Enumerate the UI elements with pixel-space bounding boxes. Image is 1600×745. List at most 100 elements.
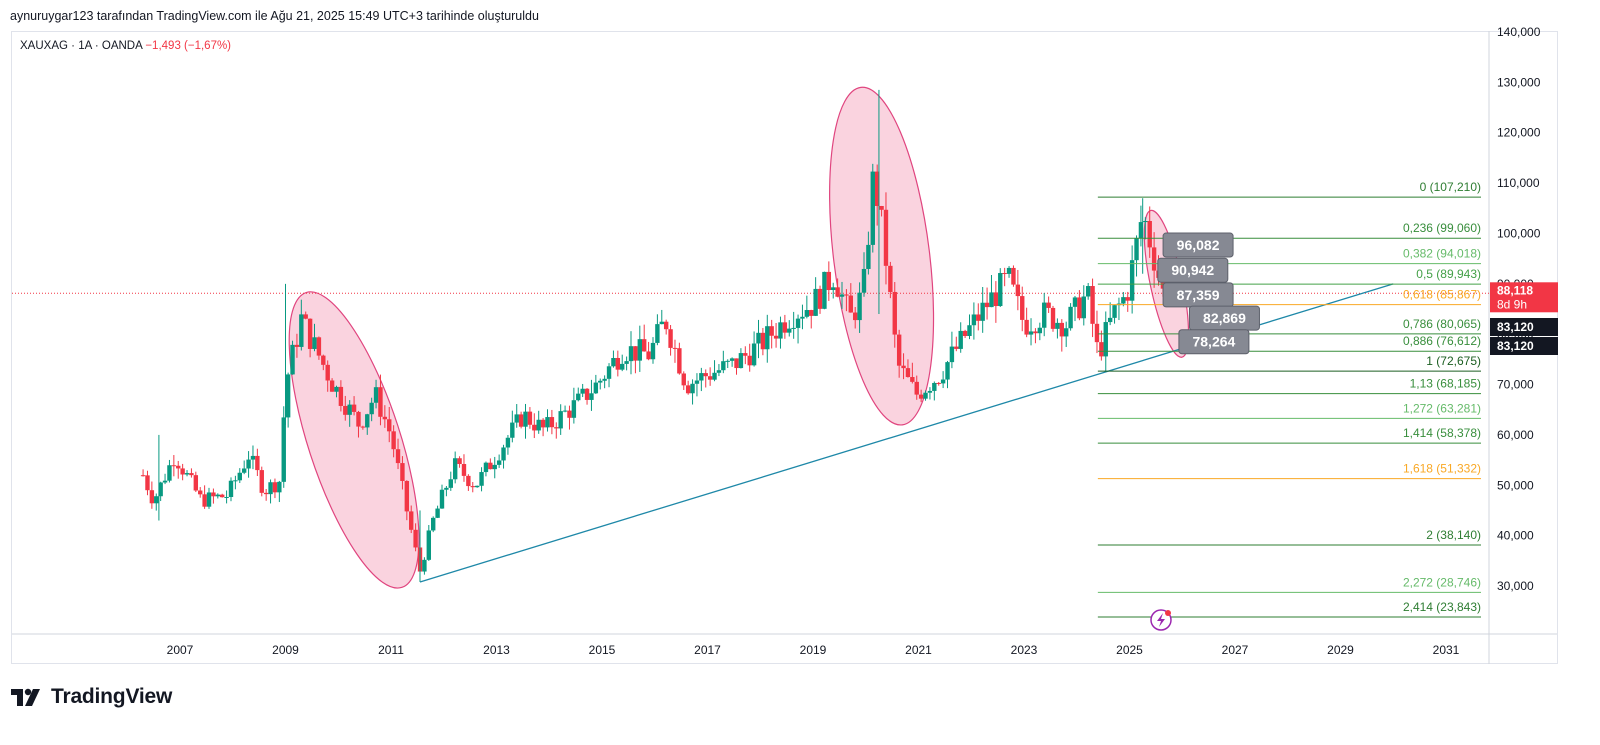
candle-body xyxy=(558,411,563,429)
candle-body xyxy=(1103,322,1108,357)
candle-body xyxy=(729,358,735,361)
candle-body xyxy=(576,393,581,401)
candle-body xyxy=(650,342,656,360)
candle-body xyxy=(466,475,471,487)
candle-body xyxy=(154,496,159,504)
candle-body xyxy=(140,475,146,477)
candle-body xyxy=(844,294,849,296)
candle-body xyxy=(628,346,634,362)
last-price-badge xyxy=(1490,282,1558,313)
candle-body xyxy=(804,310,810,317)
candle-body xyxy=(505,437,511,448)
candle-body xyxy=(620,363,625,370)
y-tick-label: 130,000 xyxy=(1497,75,1541,89)
candle-body xyxy=(765,326,770,350)
candle-body xyxy=(435,508,440,518)
candle-body xyxy=(998,273,1003,307)
candle-body xyxy=(180,468,185,475)
tradingview-logo-text: TradingView xyxy=(51,685,173,708)
price-axis-badge-label: 83,120 xyxy=(1497,320,1534,334)
candle-body xyxy=(958,330,963,349)
symbol-legend[interactable]: XAUXAG · 1A · OANDA −1,493 (−1,67%) xyxy=(20,40,231,52)
symbol-interval: 1A xyxy=(78,40,92,52)
candle-body xyxy=(171,465,177,467)
y-tick-label: 100,000 xyxy=(1497,226,1541,240)
candle-body xyxy=(215,494,221,497)
candle-body xyxy=(984,302,990,308)
candle-body xyxy=(853,312,858,321)
x-tick-label: 2009 xyxy=(272,643,299,657)
projection-callout-label: 90,942 xyxy=(1171,262,1214,278)
candle-body xyxy=(307,318,313,349)
symbol-separator: · xyxy=(71,40,75,52)
symbol-separator: · xyxy=(94,40,99,52)
lightning-icon[interactable] xyxy=(1150,609,1172,631)
x-tick-label: 2013 xyxy=(483,643,510,657)
candle-body xyxy=(356,411,361,427)
candle-body xyxy=(751,343,757,366)
chart-canvas[interactable]: 30,00040,00050,00060,00070,00080,00090,0… xyxy=(0,0,1600,680)
candle-body xyxy=(158,482,163,497)
x-tick-label: 2015 xyxy=(589,643,616,657)
candle-body xyxy=(980,302,985,321)
y-tick-label: 60,000 xyxy=(1497,428,1534,442)
candle-body xyxy=(1107,317,1113,323)
candle-body xyxy=(1138,222,1144,239)
candle-body xyxy=(1033,331,1038,334)
candle-body xyxy=(290,344,295,375)
candle-body xyxy=(316,337,322,356)
candle-body xyxy=(1160,277,1166,289)
candle-body xyxy=(888,265,893,292)
y-tick-label: 40,000 xyxy=(1497,529,1534,543)
y-tick-label: 120,000 xyxy=(1497,126,1541,140)
candle-body xyxy=(334,386,339,392)
candle-body xyxy=(1090,286,1095,324)
candle-body xyxy=(743,353,748,356)
candle-body xyxy=(250,455,256,460)
symbol-exchange: OANDA xyxy=(101,40,143,52)
candle-body xyxy=(474,485,480,488)
candle-body xyxy=(545,417,550,428)
candle-body xyxy=(224,496,229,498)
fib-level-label: 0,5 (89,943) xyxy=(1416,267,1481,281)
fib-level-label: 2,272 (28,746) xyxy=(1403,575,1481,589)
candle-body xyxy=(1037,327,1043,334)
x-tick-label: 2027 xyxy=(1222,643,1249,657)
price-axis-badge xyxy=(1490,337,1558,355)
candle-body xyxy=(1094,323,1100,343)
candle-body xyxy=(681,373,686,386)
candle-body xyxy=(721,361,726,371)
candle-body xyxy=(492,464,497,470)
candle-body xyxy=(457,458,462,464)
candle-body xyxy=(598,380,603,383)
projection-callout-box xyxy=(1157,257,1229,283)
candle-body xyxy=(694,380,700,384)
candle-body xyxy=(615,357,621,370)
candle-body xyxy=(562,410,568,412)
tradingview-logo[interactable]: TradingView xyxy=(11,685,173,708)
candle-body xyxy=(769,326,774,336)
candle-body xyxy=(690,383,695,394)
fib-level-label: 2 (38,140) xyxy=(1426,528,1481,542)
notification-dot xyxy=(1165,610,1171,616)
candle-body xyxy=(584,388,590,400)
candle-body xyxy=(760,332,766,350)
candle-body xyxy=(725,360,730,362)
candle-body xyxy=(483,462,489,473)
candle-body xyxy=(940,379,946,384)
candle-body xyxy=(655,324,660,343)
fib-level-label: 0,618 (85,867) xyxy=(1403,288,1481,302)
candle-body xyxy=(707,376,713,380)
candle-body xyxy=(1028,331,1034,335)
candle-body xyxy=(1125,297,1130,301)
candle-body xyxy=(338,386,344,406)
price-axis-badge xyxy=(1490,318,1558,336)
candle-body xyxy=(176,465,181,469)
candle-body xyxy=(1143,220,1148,223)
candle-body xyxy=(189,473,194,476)
candle-body xyxy=(677,348,682,374)
candle-body xyxy=(268,482,273,495)
candle-body xyxy=(1050,307,1056,329)
candle-body xyxy=(734,358,739,369)
candle-body xyxy=(514,414,519,423)
